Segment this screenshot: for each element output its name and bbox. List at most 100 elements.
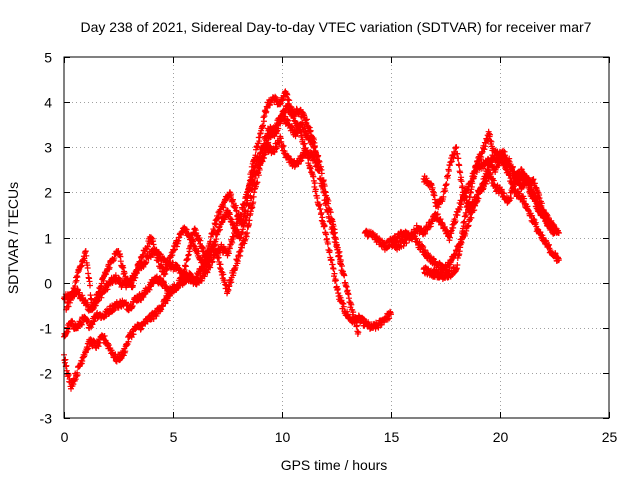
series-arc-c	[61, 133, 323, 392]
data-point-fill	[74, 371, 81, 378]
data-point-fill	[330, 265, 337, 272]
y-axis-title: SDTVAR / TECUs	[5, 182, 21, 294]
data-point-fill	[85, 345, 92, 352]
data-point-fill	[76, 289, 83, 296]
y-tick-label: -3	[40, 411, 53, 427]
y-tick-label: 1	[44, 231, 52, 247]
y-tick-label: 4	[44, 95, 52, 111]
data-point	[244, 229, 251, 236]
data-point-fill	[130, 331, 137, 338]
data-point-fill	[65, 303, 72, 310]
x-tick-label: 25	[602, 429, 618, 445]
data-point-fill	[87, 282, 94, 289]
series-arc-b	[61, 102, 362, 340]
data-point-fill	[62, 356, 69, 363]
y-tick-label: -2	[40, 366, 53, 382]
data-point	[388, 311, 394, 318]
data-point-fill	[229, 239, 236, 246]
data-point-fill	[157, 251, 164, 258]
data-point-fill	[263, 108, 270, 115]
data-point-fill	[338, 263, 345, 270]
x-tick-label: 15	[384, 429, 400, 445]
data-point-fill	[455, 155, 462, 162]
data-point-fill	[217, 226, 224, 233]
data-point-fill	[70, 381, 77, 388]
data-point-fill	[353, 322, 360, 329]
x-tick-label: 5	[170, 429, 178, 445]
data-point-fill	[65, 326, 72, 333]
data-point-fill	[350, 309, 357, 316]
data-point-fill	[193, 275, 200, 282]
data-point-fill	[132, 274, 139, 281]
data-point-fill	[101, 332, 108, 339]
data-point-fill	[280, 142, 287, 149]
data-point-fill	[104, 286, 111, 293]
data-points	[61, 88, 562, 392]
data-point-fill	[255, 172, 262, 179]
data-point-fill	[207, 264, 214, 271]
data-point-fill	[65, 371, 72, 378]
data-point-fill	[456, 162, 463, 169]
y-tick-label: 0	[44, 276, 52, 292]
data-point-fill	[85, 317, 92, 324]
data-point-fill	[153, 273, 160, 280]
data-point-fill	[185, 251, 192, 258]
data-point-fill	[143, 259, 150, 266]
x-axis-title: GPS time / hours	[281, 457, 388, 473]
data-point-fill	[78, 321, 85, 328]
data-point-fill	[303, 116, 310, 123]
x-tick-label: 20	[493, 429, 509, 445]
data-point-fill	[129, 282, 136, 289]
data-point-fill	[212, 241, 219, 248]
data-point-fill	[234, 258, 241, 265]
data-point-fill	[120, 352, 127, 359]
data-point-fill	[321, 223, 328, 230]
data-point-fill	[144, 243, 151, 250]
data-point-fill	[246, 217, 253, 224]
data-point-fill	[197, 237, 204, 244]
data-point-fill	[331, 270, 338, 277]
x-tick-label: 0	[61, 429, 69, 445]
data-point-fill	[89, 321, 96, 328]
data-point-fill	[312, 186, 319, 193]
data-point-fill	[196, 235, 203, 242]
data-point-fill	[116, 275, 123, 282]
data-point-fill	[183, 278, 190, 285]
data-point-fill	[220, 271, 227, 278]
data-point-fill	[64, 328, 71, 335]
data-point-fill	[142, 250, 149, 257]
data-point-fill	[182, 263, 189, 270]
data-point-fill	[250, 199, 257, 206]
data-point-fill	[260, 155, 267, 162]
data-point-fill	[254, 179, 261, 186]
data-point-fill	[95, 343, 102, 350]
data-point-fill	[96, 339, 103, 346]
data-point-fill	[84, 346, 91, 353]
y-tick-label: 3	[44, 140, 52, 156]
data-point-fill	[286, 97, 293, 104]
y-tick-label: -1	[40, 321, 53, 337]
series-arc-d	[63, 110, 344, 313]
y-tick-label: 5	[44, 50, 52, 66]
data-point-fill	[341, 272, 348, 279]
data-point-fill	[164, 297, 171, 304]
data-point-fill	[125, 338, 132, 345]
data-point-fill	[209, 246, 216, 253]
data-point-fill	[89, 306, 96, 313]
x-tick-label: 10	[275, 429, 291, 445]
data-point-fill	[201, 273, 208, 280]
data-point-fill	[445, 167, 452, 174]
data-point-fill	[318, 209, 325, 216]
data-point-fill	[323, 231, 330, 238]
data-point-fill	[242, 236, 249, 243]
data-point-fill	[106, 264, 113, 271]
data-point-fill	[285, 153, 292, 160]
y-tick-label: 2	[44, 185, 52, 201]
data-point-fill	[120, 264, 127, 271]
data-point-fill	[332, 277, 339, 284]
data-point-fill	[457, 169, 464, 176]
data-point-fill	[260, 118, 267, 125]
data-point-fill	[226, 283, 233, 290]
data-point-fill	[317, 205, 324, 212]
data-point-fill	[260, 122, 267, 129]
